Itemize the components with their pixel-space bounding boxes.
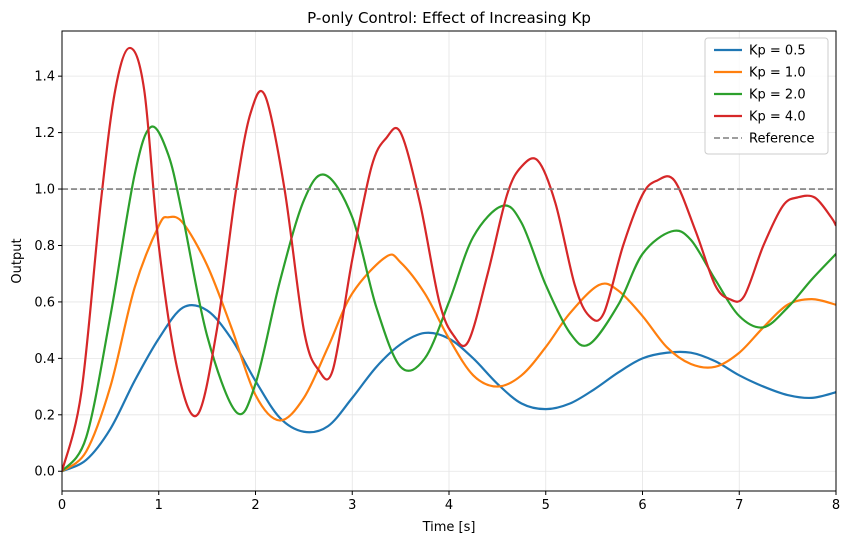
series-lines bbox=[62, 46, 836, 473]
x-tick-label: 6 bbox=[638, 498, 646, 513]
x-tick-label: 5 bbox=[542, 498, 550, 513]
x-tick-label: 7 bbox=[735, 498, 743, 513]
ticks: 0 1 2 3 4 5 6 7 8 0.0 0.2 0.4 0.6 0.8 1.0 1.2 1.4 bbox=[34, 70, 840, 513]
y-tick-label: 0.6 bbox=[34, 295, 55, 310]
legend-label-kp-0-5: Kp = 0.5 bbox=[749, 44, 806, 59]
x-tick-label: 1 bbox=[155, 498, 163, 513]
legend-label-kp-1-0: Kp = 1.0 bbox=[749, 66, 806, 81]
legend: Kp = 0.5 Kp = 1.0 Kp = 2.0 Kp = 4.0 Referenc… bbox=[704, 37, 829, 155]
x-tick-label: 4 bbox=[445, 498, 453, 513]
series-line-kp-4-0 bbox=[62, 46, 836, 472]
y-tick-label: 1.0 bbox=[34, 183, 55, 198]
series-line-kp-1-0 bbox=[62, 215, 836, 473]
y-tick-label: 1.2 bbox=[34, 126, 55, 141]
x-tick-label: 3 bbox=[348, 498, 356, 513]
chart-title: P-only Control: Effect of Increasing Kp bbox=[307, 9, 591, 27]
x-tick-label: 2 bbox=[251, 498, 259, 513]
legend-label-kp-4-0: Kp = 4.0 bbox=[749, 110, 806, 125]
legend-box bbox=[704, 37, 829, 155]
y-tick-label: 0.2 bbox=[34, 408, 55, 423]
x-tick-label: 0 bbox=[58, 498, 66, 513]
y-tick-label: 0.4 bbox=[34, 352, 55, 367]
y-tick-label: 1.4 bbox=[34, 70, 55, 85]
legend-label-reference: Reference bbox=[749, 132, 814, 147]
y-tick-label: 0.0 bbox=[34, 465, 55, 480]
series-line-kp-2-0 bbox=[62, 125, 836, 472]
x-tick-label: 8 bbox=[832, 498, 840, 513]
y-tick-label: 0.8 bbox=[34, 239, 55, 254]
x-axis-label: Time [s] bbox=[422, 520, 476, 535]
legend-label-kp-2-0: Kp = 2.0 bbox=[749, 88, 806, 103]
y-axis-label: Output bbox=[10, 238, 25, 283]
